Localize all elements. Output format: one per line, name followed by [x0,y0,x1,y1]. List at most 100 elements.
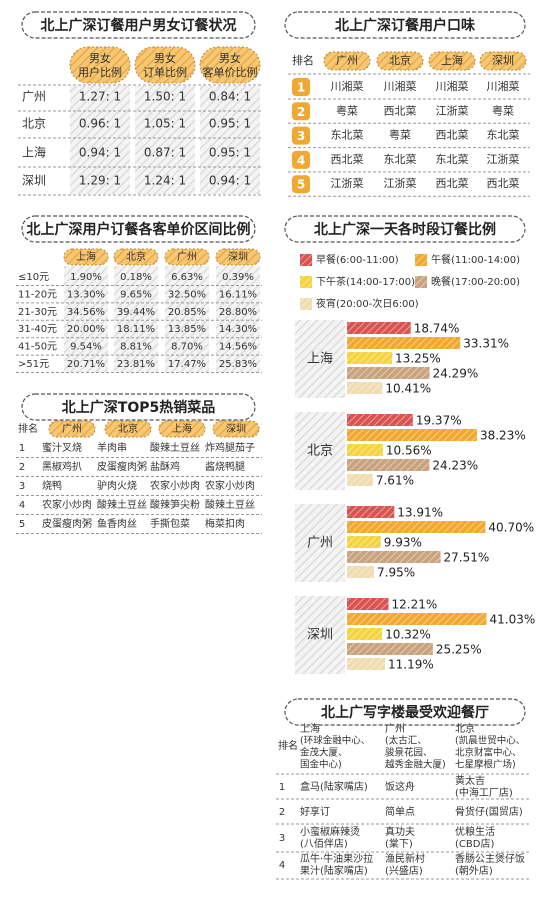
value-label: 38.23% [480,429,526,443]
header-pill [199,46,261,84]
cell: 13.30% [67,289,105,300]
column-header: 深圳 [492,54,514,67]
header-pill [104,420,152,438]
cell: 1.24: 1 [144,174,186,188]
cell: 32.50% [168,289,206,300]
section-title: 北上广深一天各时段订餐比例 [314,221,496,238]
bar-hatch [347,506,395,518]
cell: 东北菜 [331,129,364,142]
column-header: 深圳 [228,251,248,263]
cell: 驴肉火烧 [97,479,137,492]
cell: 东北菜 [487,129,520,142]
category-label: 上海 [307,352,333,367]
bar-hatch [347,322,411,334]
cell: 羊肉串 [97,441,127,454]
cell: 0.96: 1 [79,117,121,131]
cell: 6.63% [171,272,203,283]
cell: 东北菜 [436,153,469,166]
cell: 28.80% [219,307,257,318]
header-pill [113,248,159,266]
cell: 0.94: 1 [209,174,251,188]
row-label: >51元 [18,359,49,370]
cell: 粤菜 [389,128,411,142]
column-bg [64,266,108,372]
category-label: 广州 [307,536,333,551]
rank-icon [292,126,310,145]
cell: 酸辣笋尖粉 [150,498,200,511]
bar-hatch [347,429,477,441]
cell: 16.11% [219,289,257,300]
bar-hatch [347,382,383,394]
cell: 盒马(陆家嘴店) [300,780,368,793]
column-header: 用户比例 [78,65,122,79]
legend-label: 晚餐(17:00-20:00) [431,275,520,288]
cell: 简单点 [385,805,415,818]
rank: 4 [19,500,25,511]
bar-hatch [347,337,461,349]
bar-hatch [347,598,389,610]
column-header: 深圳 [226,423,246,435]
bar-hatch [347,521,486,533]
value-label: 40.70% [488,521,534,535]
cell: 手撕包菜 [150,517,190,530]
rank: 5 [297,178,305,192]
column-header: 排名 [18,422,38,435]
bar-hatch [347,628,383,640]
cell: 14.56% [219,342,257,353]
column-header: 北京 [118,422,138,435]
bar-hatch [347,566,375,578]
value-label: 27.51% [444,551,490,565]
column-subheader: 骏景花园、 [385,747,433,759]
cell: 炸鸡腿茄子 [205,441,255,454]
row-label: ≤10元 [18,272,49,283]
cell: 江浙菜 [331,177,364,190]
cell: 盐酥鸡 [150,460,180,473]
value-label: 10.56% [386,444,432,458]
cell: 骨货仔(国贸店) [455,805,523,818]
column-header: 男女 [89,51,111,65]
legend-hatch [415,276,427,288]
cell: 鱼香肉丝 [97,517,137,530]
cell: 0.95: 1 [209,117,251,131]
cell: (八佰伴店) [300,837,348,850]
value-label: 10.41% [385,382,431,396]
category-label: 深圳 [307,628,333,643]
cell: 0.39% [222,272,254,283]
section-title: 北上广深订餐用户口味 [335,17,475,34]
rank-icon [292,78,310,96]
cell: 0.84: 1 [209,90,251,104]
section-title: 北上广写字楼最受欢迎餐厅 [321,704,489,721]
cell: 粤菜 [492,103,514,117]
rank: 2 [297,105,305,119]
value-label: 13.25% [395,352,441,366]
cell: 西北菜 [384,104,417,117]
column-header: 排名 [292,53,314,67]
cell: 20.00% [67,324,105,335]
column-header: 广州 [62,423,82,435]
header-pill [134,46,196,84]
cell: 13.85% [168,324,206,335]
cell: (棠下) [385,837,413,850]
column-header: 上海 [76,250,96,263]
title-box [284,698,526,726]
cell: 20.71% [67,359,105,370]
cell: 17.47% [168,359,206,370]
rank: 3 [279,833,285,844]
rank: 1 [19,443,25,454]
column-header: 北京 [455,722,475,735]
cell: 34.56% [67,307,105,318]
row-label: 北京 [22,117,46,131]
bar-hatch [347,414,413,426]
cell: 粤菜 [336,103,358,117]
cell: 川湘菜 [331,79,364,93]
header-pill [479,51,527,71]
column-subheader: 国金中心) [300,759,342,771]
cell: 川湘菜 [436,79,469,93]
section-title: 北上广深TOP5热销菜品 [62,399,215,416]
header-pill [48,420,96,438]
rank: 3 [19,481,25,492]
column-subheader: (凯晨世贸中心、 [455,735,525,747]
column-bg [200,86,260,194]
column-bg [216,266,260,372]
cell: 东北菜 [384,153,417,166]
